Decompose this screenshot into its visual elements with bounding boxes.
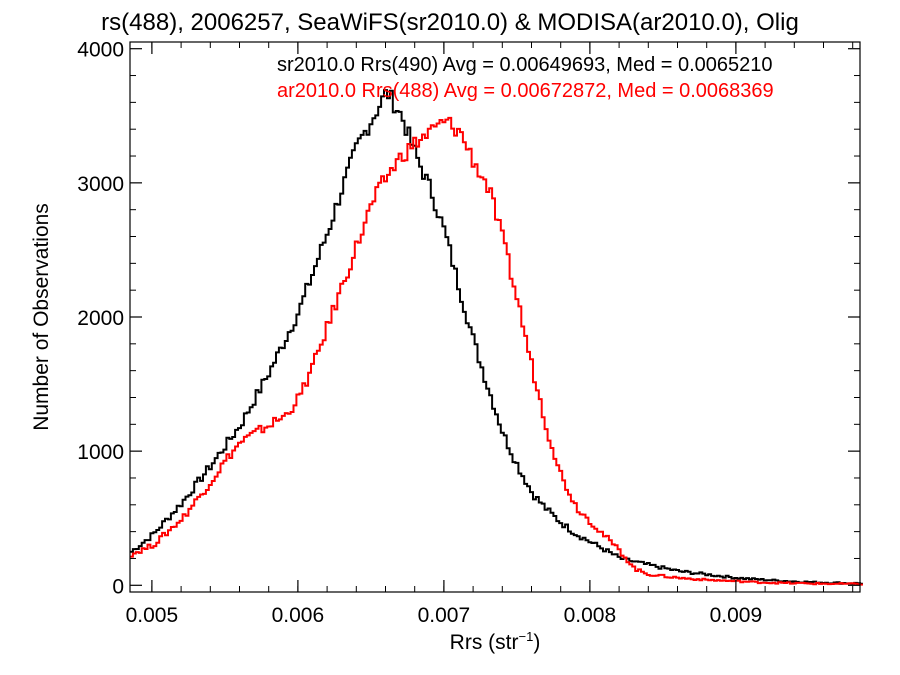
x-tick-label: 0.007: [418, 604, 471, 627]
y-tick-label: 3000: [77, 173, 124, 196]
y-tick-label: 1000: [77, 441, 124, 464]
x-tick-label: 0.008: [564, 604, 617, 627]
legend-entry-red: ar2010.0 Rrs(488) Avg = 0.00672872, Med …: [277, 80, 774, 102]
x-axis-title-close: ): [533, 631, 540, 654]
series-line-black: [130, 89, 863, 585]
x-tick-label: 0.005: [126, 604, 179, 627]
y-tick-label: 4000: [77, 39, 124, 62]
x-axis-title-superscript: −1: [519, 629, 534, 644]
series-line-red: [130, 116, 863, 586]
series-layer: [130, 89, 863, 586]
x-tick-label: 0.006: [272, 604, 325, 627]
legend-entry-black: sr2010.0 Rrs(490) Avg = 0.00649693, Med …: [277, 54, 773, 76]
x-tick-label: 0.009: [710, 604, 763, 627]
ticks-layer: 0.005 0.006 0.007 0.008 0.009 0 1000 2000 3000 40…: [77, 39, 860, 627]
y-axis-title: Number of Observations: [30, 203, 53, 431]
chart-title: rs(488), 2006257, SeaWiFS(sr2010.0) & MO…: [101, 9, 799, 36]
y-tick-label: 2000: [77, 307, 124, 330]
x-axis-title: Rrs (str−1): [450, 629, 541, 654]
x-axis-title-main: Rrs (str: [450, 631, 519, 654]
y-tick-label: 0: [112, 575, 124, 598]
